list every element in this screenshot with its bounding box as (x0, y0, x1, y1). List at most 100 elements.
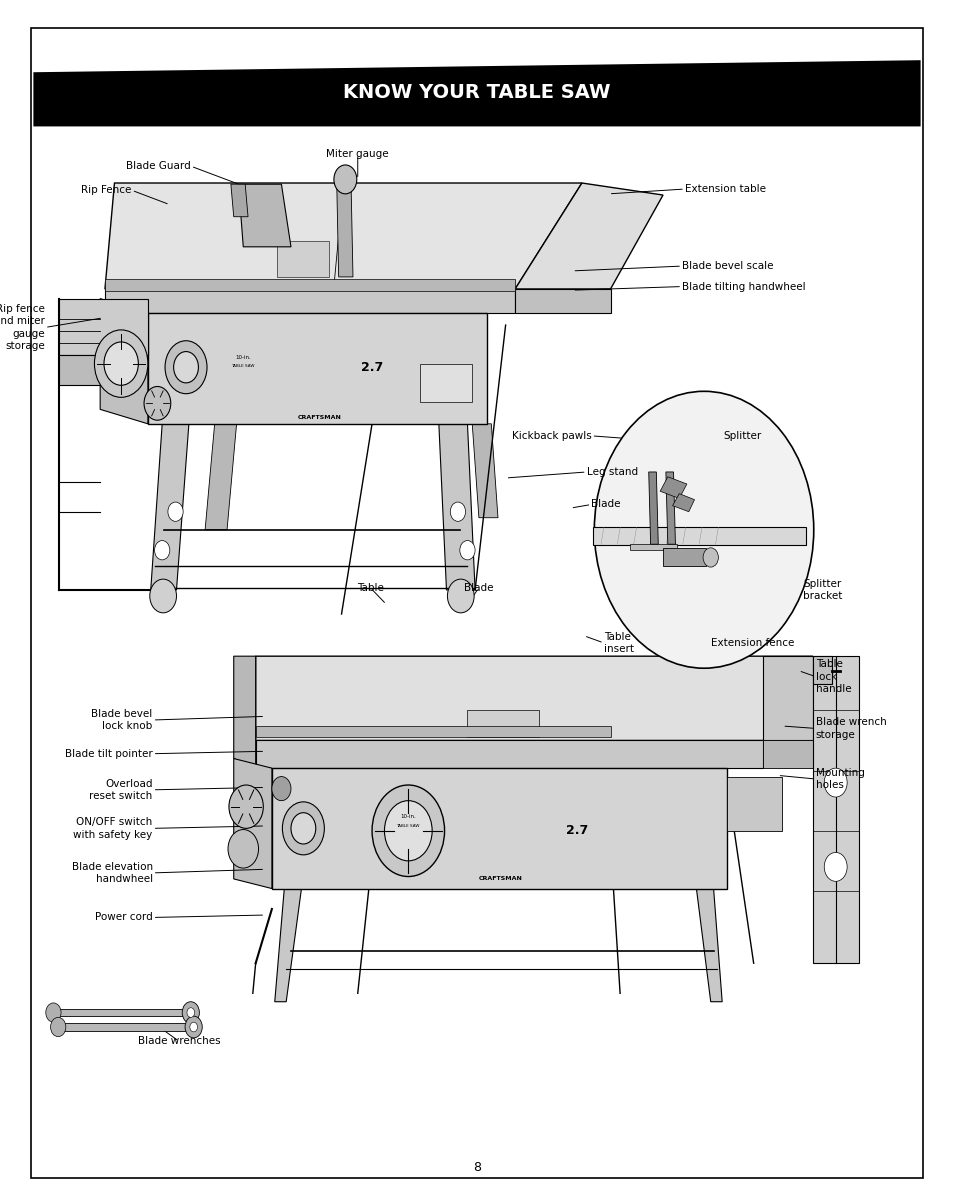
Text: Blade bevel
lock knob: Blade bevel lock knob (91, 709, 152, 731)
Text: Rip fence
and miter
gauge
storage: Rip fence and miter gauge storage (0, 303, 45, 352)
Polygon shape (148, 313, 486, 424)
Text: Blade tilting handwheel: Blade tilting handwheel (681, 282, 805, 291)
Polygon shape (665, 472, 675, 544)
Polygon shape (105, 279, 515, 291)
Circle shape (144, 386, 171, 420)
Circle shape (282, 802, 324, 855)
Text: Splitter
bracket: Splitter bracket (802, 579, 841, 601)
Polygon shape (100, 299, 148, 424)
Text: TABLE SAW: TABLE SAW (396, 824, 419, 828)
Polygon shape (762, 656, 812, 740)
Text: 10-in.: 10-in. (400, 814, 416, 819)
Circle shape (187, 1008, 194, 1017)
Text: Mounting
holes: Mounting holes (815, 768, 863, 790)
Polygon shape (57, 1009, 186, 1016)
Circle shape (173, 352, 198, 383)
Circle shape (823, 768, 846, 797)
Polygon shape (419, 364, 472, 402)
Polygon shape (438, 424, 475, 590)
Polygon shape (629, 544, 677, 550)
Circle shape (594, 391, 813, 668)
Circle shape (702, 548, 718, 567)
Circle shape (94, 330, 148, 397)
Polygon shape (255, 656, 812, 740)
Polygon shape (255, 740, 762, 768)
Polygon shape (812, 656, 858, 963)
Text: Miter gauge: Miter gauge (326, 149, 389, 159)
Text: 2.7: 2.7 (565, 825, 588, 837)
Polygon shape (59, 299, 148, 355)
Text: Blade: Blade (464, 583, 493, 592)
Text: Extension table: Extension table (684, 184, 765, 194)
Circle shape (450, 502, 465, 521)
Text: KNOW YOUR TABLE SAW: KNOW YOUR TABLE SAW (343, 83, 610, 102)
Text: ON/OFF switch
with safety key: ON/OFF switch with safety key (73, 818, 152, 839)
Text: Rip Fence: Rip Fence (81, 185, 132, 195)
Text: 8: 8 (473, 1162, 480, 1174)
Text: CRAFTSMAN: CRAFTSMAN (478, 877, 522, 881)
Polygon shape (272, 768, 726, 889)
Polygon shape (696, 889, 721, 1002)
Text: 2.7: 2.7 (360, 361, 383, 373)
Polygon shape (812, 656, 831, 684)
Text: Table: Table (356, 583, 383, 592)
Polygon shape (255, 726, 610, 737)
Polygon shape (672, 494, 694, 512)
Circle shape (459, 541, 475, 560)
Text: Blade tilt pointer: Blade tilt pointer (65, 749, 152, 759)
Text: Blade wrenches: Blade wrenches (138, 1037, 220, 1046)
Circle shape (46, 1003, 61, 1022)
Polygon shape (762, 740, 812, 768)
Circle shape (272, 777, 291, 801)
Text: Splitter: Splitter (722, 431, 760, 441)
Text: TABLE SAW: TABLE SAW (232, 364, 254, 368)
Polygon shape (233, 656, 255, 768)
Polygon shape (205, 424, 236, 530)
Text: Overload
reset switch: Overload reset switch (90, 779, 152, 801)
Text: Blade wrench
storage: Blade wrench storage (815, 718, 885, 739)
Polygon shape (648, 472, 658, 544)
Polygon shape (238, 184, 291, 247)
Circle shape (150, 579, 176, 613)
Polygon shape (62, 1023, 189, 1031)
Text: Table
lock
handle: Table lock handle (815, 660, 850, 694)
Text: 10-in.: 10-in. (235, 355, 251, 360)
Circle shape (334, 165, 356, 194)
Text: Power cord: Power cord (94, 913, 152, 922)
Circle shape (168, 502, 183, 521)
Polygon shape (105, 183, 581, 289)
Circle shape (154, 541, 170, 560)
Circle shape (229, 785, 263, 828)
Text: Blade elevation
handwheel: Blade elevation handwheel (71, 862, 152, 884)
Polygon shape (105, 289, 515, 313)
Polygon shape (659, 477, 686, 498)
Circle shape (447, 579, 474, 613)
Polygon shape (726, 777, 781, 831)
Text: Blade: Blade (591, 500, 620, 509)
Polygon shape (467, 710, 538, 737)
Polygon shape (276, 241, 329, 277)
Polygon shape (336, 184, 353, 277)
Polygon shape (472, 424, 497, 518)
Polygon shape (515, 183, 662, 289)
Polygon shape (59, 355, 100, 385)
Circle shape (190, 1022, 197, 1032)
Polygon shape (231, 184, 248, 217)
Polygon shape (151, 424, 189, 590)
Circle shape (372, 785, 444, 877)
Text: Kickback pawls: Kickback pawls (511, 431, 591, 441)
Circle shape (823, 852, 846, 881)
Circle shape (291, 813, 315, 844)
Text: Extension fence: Extension fence (710, 638, 793, 648)
Text: Leg stand: Leg stand (586, 467, 638, 477)
Circle shape (104, 342, 138, 385)
Polygon shape (515, 289, 610, 313)
Text: CRAFTSMAN: CRAFTSMAN (297, 415, 341, 420)
Circle shape (182, 1002, 199, 1023)
Text: Table
insert: Table insert (603, 632, 633, 654)
Polygon shape (662, 548, 705, 566)
Polygon shape (593, 527, 805, 545)
Circle shape (384, 801, 432, 861)
Circle shape (228, 830, 258, 868)
Polygon shape (233, 759, 272, 889)
